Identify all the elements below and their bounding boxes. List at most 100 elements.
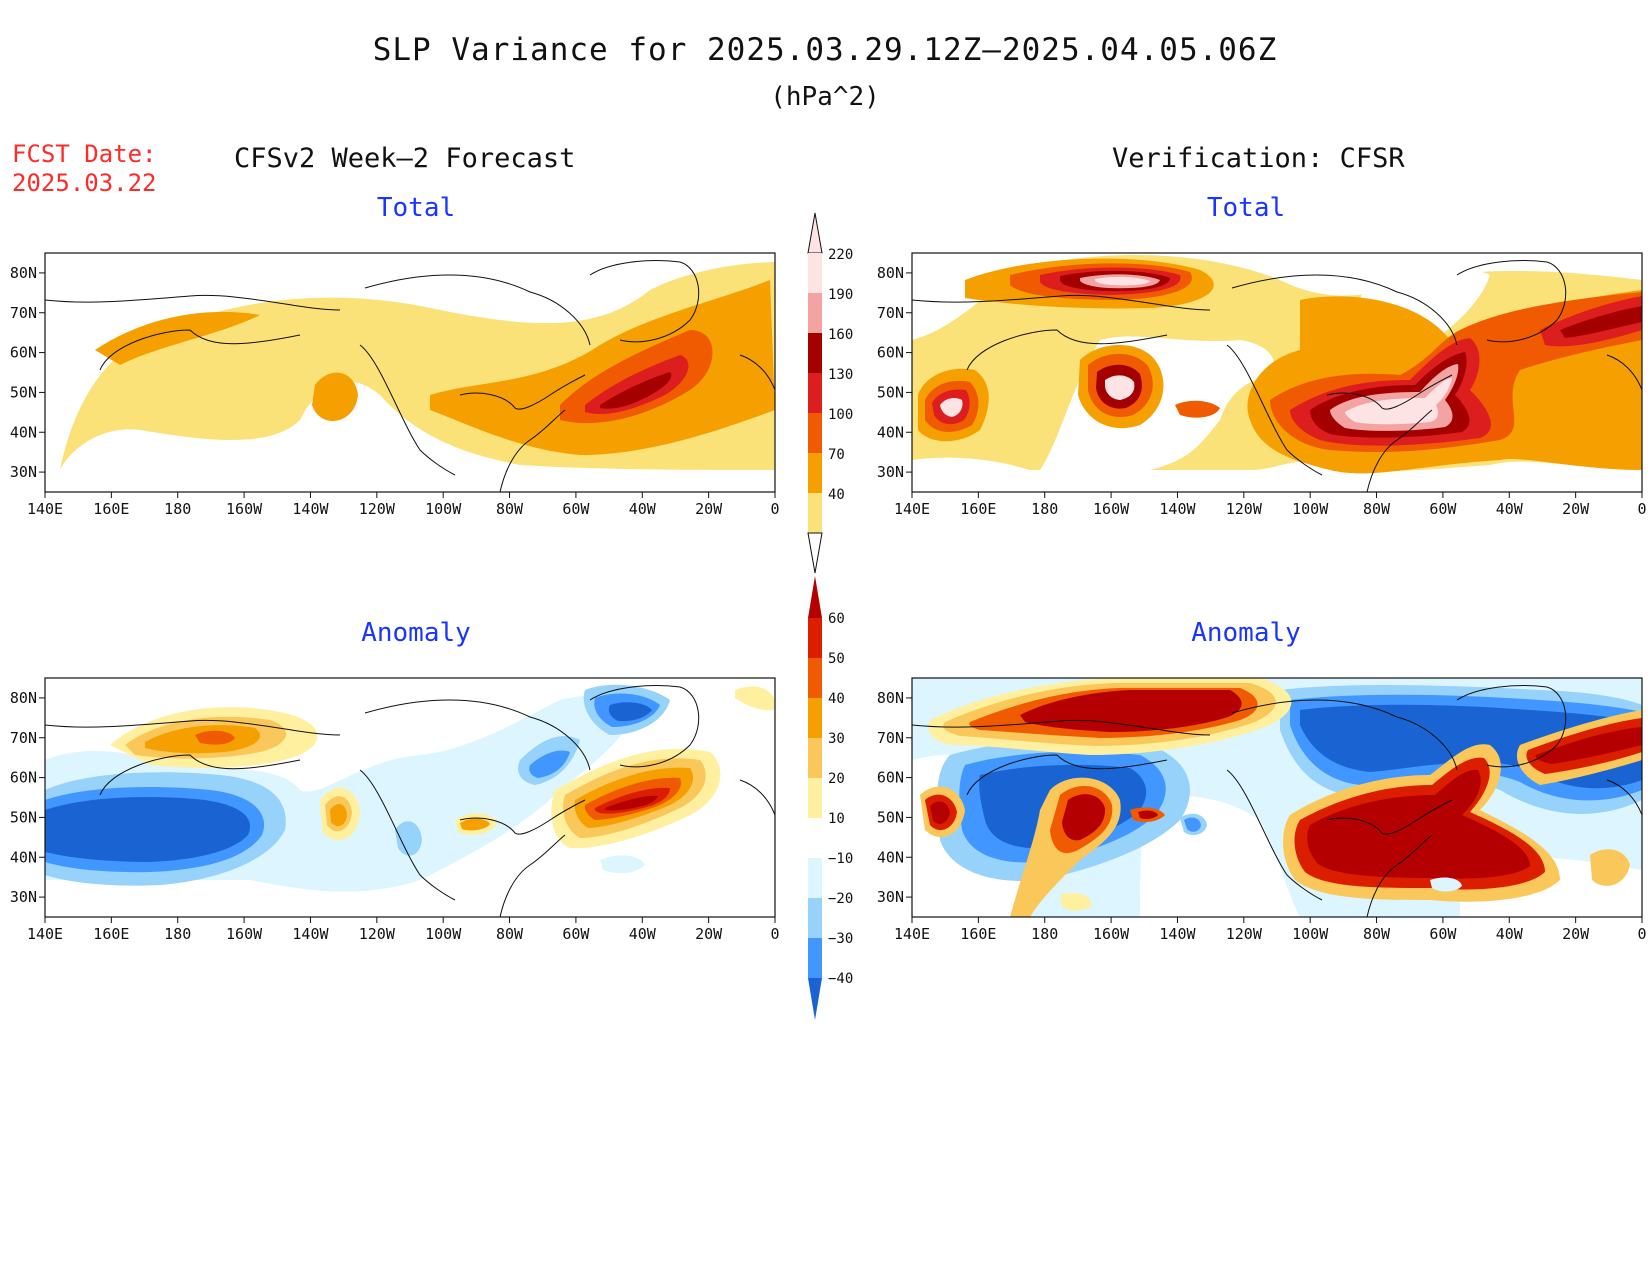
lon-tick-label: 80W xyxy=(496,925,524,943)
anomaly-colorbar-swatch xyxy=(808,738,822,778)
anomaly-colorbar-label: −40 xyxy=(828,971,853,987)
anomaly-colorbar-bottom-arrow xyxy=(808,978,822,1020)
lon-tick-label: 140W xyxy=(292,500,329,518)
total-colorbar-swatch xyxy=(808,333,822,373)
lon-tick-label: 140W xyxy=(1159,500,1196,518)
anomaly-colorbar-label: 30 xyxy=(828,731,845,747)
lat-tick-label: 60N xyxy=(877,344,904,362)
lon-tick-label: 20W xyxy=(1562,500,1590,518)
lat-tick-label: 60N xyxy=(877,769,904,787)
total-colorbar-swatch xyxy=(808,413,822,453)
lon-tick-label: 160W xyxy=(226,925,263,943)
anomaly-colorbar-label: 40 xyxy=(828,691,845,707)
lat-tick-label: 70N xyxy=(877,729,904,747)
forecast-total-map: 80N 70N 60N 50N 40N 30N 140E 160E 180 160W 140W 12… xyxy=(10,252,780,518)
anomaly-colorbar-swatch xyxy=(808,778,822,818)
total-colorbar-swatch xyxy=(808,373,822,413)
anomaly-colorbar-label: 60 xyxy=(828,611,845,627)
lon-tick-label: 120W xyxy=(1226,500,1263,518)
lon-tick-label: 40W xyxy=(1496,500,1524,518)
forecast-date-value: 2025.03.22 xyxy=(12,169,157,197)
lat-tick-label: 80N xyxy=(10,689,37,707)
lon-tick-label: 160E xyxy=(93,925,129,943)
lat-tick-label: 70N xyxy=(10,729,37,747)
lon-tick-label: 60W xyxy=(1429,925,1457,943)
lon-tick-label: 180 xyxy=(1031,500,1058,518)
lat-tick-label: 50N xyxy=(877,808,904,826)
lat-tick-label: 60N xyxy=(10,344,37,362)
verification-anomaly-lon-axis: 140E 160E 180 160W 140W 120W 100W 80W 60W 40W 20W 0 xyxy=(894,917,1647,943)
lon-tick-label: 120W xyxy=(359,925,396,943)
total-colorbar-label: 70 xyxy=(828,447,845,463)
forecast-date: FCST Date: 2025.03.22 xyxy=(12,140,157,198)
forecast-total-title: Total xyxy=(376,193,456,223)
units-label: (hPa^2) xyxy=(770,82,880,112)
lon-tick-label: 120W xyxy=(1226,925,1263,943)
lat-tick-label: 40N xyxy=(877,848,904,866)
lon-tick-label: 60W xyxy=(562,925,590,943)
verification-total-map: 80N 70N 60N 50N 40N 30N 140E 160E 180 160W 140W 12… xyxy=(877,252,1647,518)
lon-tick-label: 160E xyxy=(960,500,996,518)
verification-total-title: Total xyxy=(1206,193,1286,223)
anomaly-colorbar-swatch xyxy=(808,658,822,698)
lon-tick-label: 120W xyxy=(359,500,396,518)
anomaly-colorbar-label: 10 xyxy=(828,811,845,827)
verification-total-lat-axis: 80N 70N 60N 50N 40N 30N xyxy=(877,264,912,481)
anomaly-colorbar-label: 20 xyxy=(828,771,845,787)
lon-tick-label: 160W xyxy=(1093,500,1130,518)
lon-tick-label: 180 xyxy=(164,500,191,518)
lon-tick-label: 80W xyxy=(1363,925,1391,943)
forecast-date-label: FCST Date: xyxy=(12,140,157,168)
forecast-total-lon-axis: 140E 160E 180 160W 140W 120W 100W 80W 60W 40W 20W 0 xyxy=(27,492,780,518)
forecast-anomaly-title: Anomaly xyxy=(361,618,471,648)
lon-tick-label: 0 xyxy=(1637,500,1646,518)
lon-tick-label: 100W xyxy=(1292,500,1329,518)
lon-tick-label: 40W xyxy=(629,925,657,943)
verification-anomaly-map: 80N 70N 60N 50N 40N 30N 140E 160E 180 160W 140W 12… xyxy=(877,677,1647,943)
anomaly-colorbar-label: −20 xyxy=(828,891,853,907)
lon-tick-label: 160W xyxy=(1093,925,1130,943)
anomaly-colorbar-swatch xyxy=(808,858,822,898)
lon-tick-label: 140E xyxy=(894,925,930,943)
lat-tick-label: 60N xyxy=(10,769,37,787)
forecast-anomaly-lat-axis: 80N 70N 60N 50N 40N 30N xyxy=(10,689,45,906)
forecast-anomaly-lon-axis: 140E 160E 180 160W 140W 120W 100W 80W 60W 40W 20W 0 xyxy=(27,917,780,943)
verification-column-title: Verification: CFSR xyxy=(1112,143,1405,174)
verification-total-lon-axis: 140E 160E 180 160W 140W 120W 100W 80W 60W 40W 20W 0 xyxy=(894,492,1647,518)
total-colorbar-label: 220 xyxy=(828,247,853,263)
lon-tick-label: 40W xyxy=(629,500,657,518)
lat-tick-label: 70N xyxy=(10,304,37,322)
total-colorbar-swatch xyxy=(808,253,822,293)
lon-tick-label: 180 xyxy=(1031,925,1058,943)
lat-tick-label: 40N xyxy=(10,423,37,441)
total-colorbar-bottom-arrow xyxy=(807,532,823,574)
verification-total-fill xyxy=(912,255,1642,474)
lon-tick-label: 20W xyxy=(695,925,723,943)
anomaly-colorbar-swatch xyxy=(808,938,822,978)
lat-tick-label: 30N xyxy=(877,888,904,906)
verification-anomaly-fill xyxy=(912,678,1642,917)
lat-tick-label: 80N xyxy=(877,689,904,707)
anomaly-colorbar-label: 50 xyxy=(828,651,845,667)
lon-tick-label: 140E xyxy=(27,925,63,943)
lat-tick-label: 50N xyxy=(877,383,904,401)
lat-tick-label: 80N xyxy=(10,264,37,282)
total-colorbar-label: 190 xyxy=(828,287,853,303)
forecast-total-lat-axis: 80N 70N 60N 50N 40N 30N xyxy=(10,264,45,481)
lon-tick-label: 100W xyxy=(1292,925,1329,943)
forecast-total-coastlines xyxy=(44,260,776,493)
lon-tick-label: 140E xyxy=(894,500,930,518)
forecast-total-fill xyxy=(60,262,775,470)
lon-tick-label: 0 xyxy=(1637,925,1646,943)
lon-tick-label: 0 xyxy=(770,500,779,518)
lat-tick-label: 30N xyxy=(10,888,37,906)
anomaly-colorbar-top-arrow xyxy=(808,576,822,618)
anomaly-colorbar: 60 50 40 30 20 10 −10 −20 −30 −40 xyxy=(808,576,853,1020)
lat-tick-label: 40N xyxy=(10,848,37,866)
lon-tick-label: 140W xyxy=(1159,925,1196,943)
lat-tick-label: 40N xyxy=(877,423,904,441)
lon-tick-label: 140W xyxy=(292,925,329,943)
total-colorbar-label: 130 xyxy=(828,367,853,383)
forecast-column-title: CFSv2 Week–2 Forecast xyxy=(234,143,576,174)
total-colorbar-label: 40 xyxy=(828,487,845,503)
